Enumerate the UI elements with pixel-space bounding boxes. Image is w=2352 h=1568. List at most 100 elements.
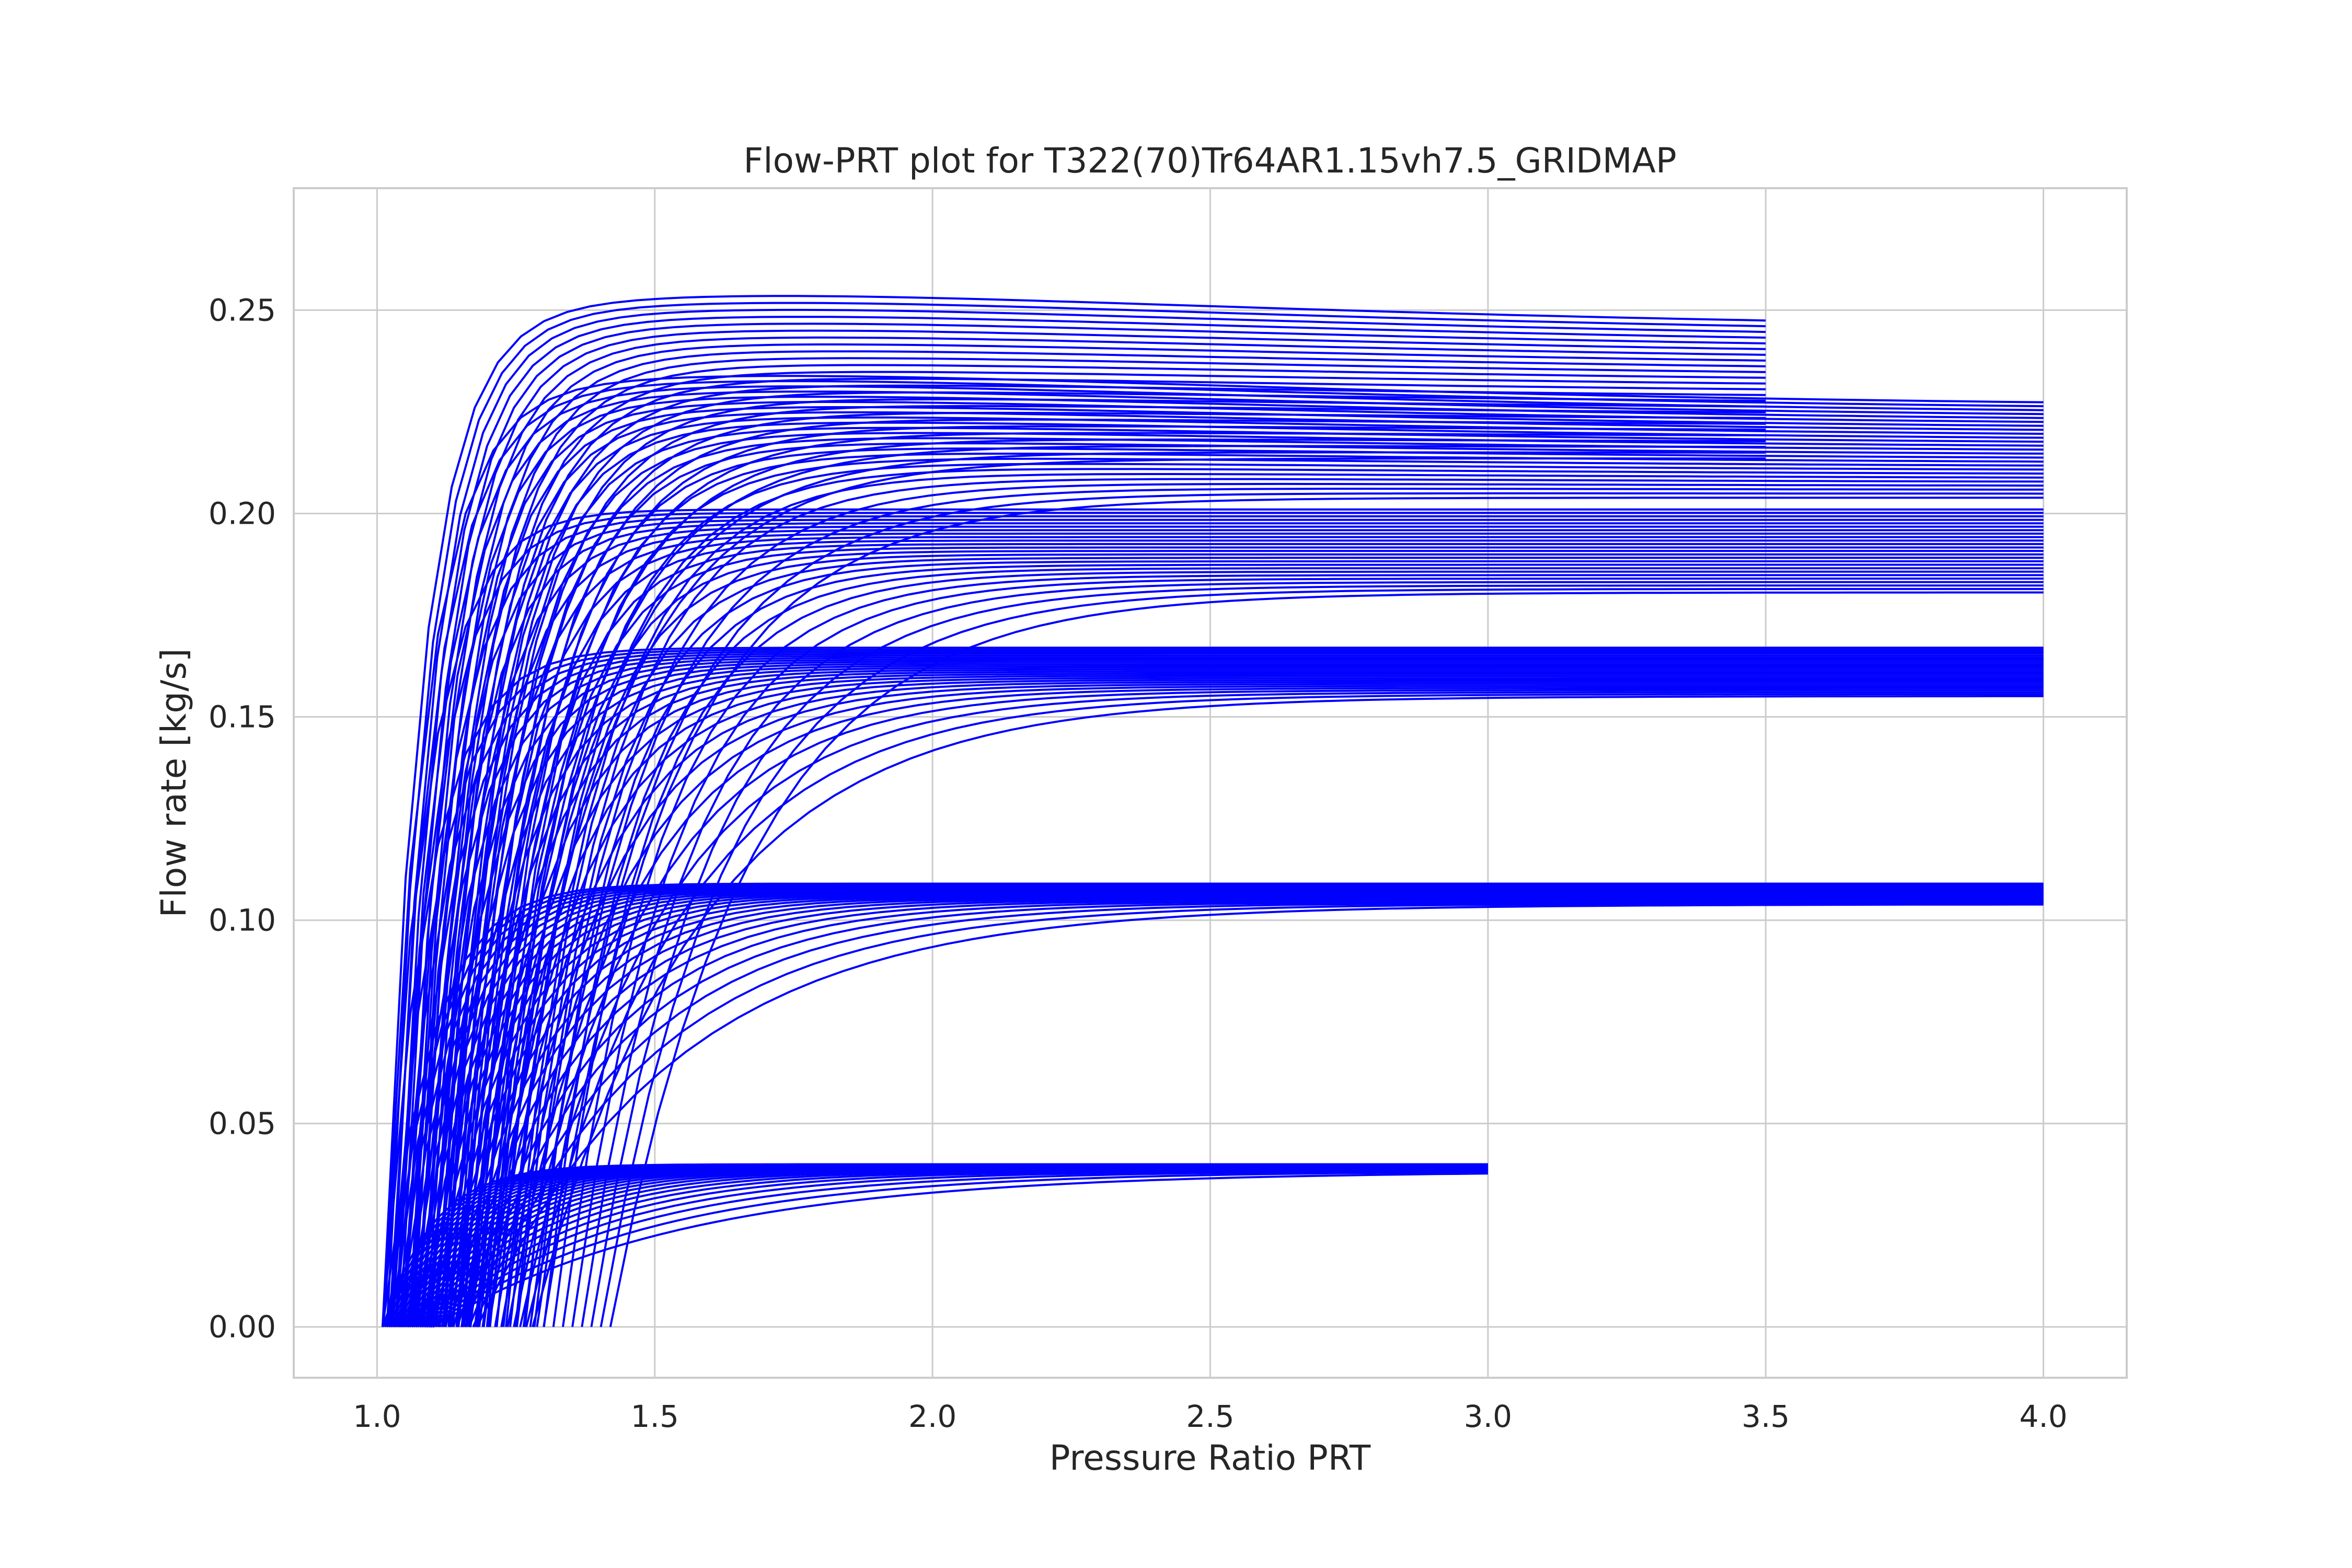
flow-curve <box>443 391 1766 1327</box>
flow-curve <box>400 652 2044 1327</box>
flow-curve <box>419 659 2044 1327</box>
flow-curve <box>494 683 2044 1328</box>
flow-curve <box>428 411 2044 1327</box>
y-tick-label: 0.00 <box>209 1309 276 1345</box>
flow-curve <box>590 584 2044 1328</box>
flow-curve <box>609 591 2044 1328</box>
flow-curve <box>388 649 2044 1327</box>
x-tick-label: 1.0 <box>353 1399 401 1434</box>
flow-curve <box>500 685 2044 1328</box>
flow-curve <box>478 445 1766 1327</box>
x-tick-label: 2.0 <box>908 1399 956 1434</box>
flow-curve <box>495 463 2044 1327</box>
y-tick-label: 0.25 <box>209 292 276 328</box>
flow-curve <box>408 396 2044 1327</box>
flow-curve <box>435 416 2044 1327</box>
flow-curve <box>533 563 2044 1327</box>
y-tick-label: 0.15 <box>209 699 276 735</box>
flow-curve <box>543 497 2044 1328</box>
flow-curve <box>412 343 1766 1327</box>
flow-curve <box>382 647 2044 1327</box>
flow-curve <box>488 681 2044 1328</box>
plot-frame <box>293 187 2128 1379</box>
x-tick-label: 1.5 <box>631 1399 679 1434</box>
flow-curve <box>386 302 1766 1327</box>
flow-curve <box>515 478 2044 1327</box>
flow-curve <box>425 661 2044 1327</box>
x-axis-label: Pressure Ratio PRT <box>1050 1438 1371 1478</box>
x-tick-label: 2.5 <box>1186 1399 1234 1434</box>
flow-curve <box>599 587 2044 1328</box>
flow-curve <box>400 515 2044 1327</box>
flow-curve <box>456 411 1766 1327</box>
x-tick-labels: 1.0 1.5 2.0 2.5 3.0 3.5 4.0 <box>353 1399 2067 1434</box>
flow-curve <box>476 903 2044 1328</box>
flow-curve <box>428 1170 1488 1328</box>
chart-title: Flow-PRT plot for T322(70)Tr64AR1.15vh7.… <box>743 141 1676 181</box>
flow-curve <box>524 560 2044 1327</box>
flow-curve <box>450 668 2044 1327</box>
flow-curve <box>382 508 2044 1327</box>
flow-curve <box>399 322 1766 1327</box>
flow-curve <box>425 364 1766 1327</box>
flow-curve <box>430 371 1766 1327</box>
flow-curve <box>437 665 2044 1327</box>
flow-curve <box>457 536 2044 1327</box>
flow-curve <box>514 557 2044 1327</box>
flow-curve <box>412 656 2044 1327</box>
flow-curve <box>509 473 2044 1327</box>
flow-curve <box>439 529 2044 1327</box>
flow-curve <box>552 570 2044 1327</box>
flow-curve <box>460 418 1766 1327</box>
y-axis-label: Flow rate [kg/s] <box>154 649 194 918</box>
flow-curve <box>513 689 2044 1328</box>
flow-curve <box>532 695 2044 1328</box>
flow-curve <box>502 468 2044 1327</box>
flow-curve <box>462 437 2044 1327</box>
flow-curve <box>417 350 1766 1327</box>
y-tick-label: 0.05 <box>209 1106 276 1142</box>
flow-curve <box>447 398 1766 1327</box>
flow-curve <box>465 425 1766 1327</box>
flow-curve <box>571 578 2044 1328</box>
flow-curve <box>519 691 2044 1328</box>
flow-curve <box>482 451 1766 1327</box>
flow-curve <box>439 384 1766 1327</box>
flow-curve <box>581 581 2044 1328</box>
flow-curve <box>495 550 2044 1327</box>
flow-curve <box>431 663 2044 1327</box>
flow-curve <box>525 693 2044 1328</box>
flow-curve <box>419 522 2044 1327</box>
flow-curve <box>463 673 2044 1327</box>
flow-curve <box>421 357 1766 1327</box>
y-tick-labels: 0.00 0.05 0.10 0.15 0.20 0.25 <box>209 292 276 1344</box>
flow-curve <box>434 377 1766 1327</box>
flow-curve <box>474 439 1766 1327</box>
x-tick-label: 3.0 <box>1464 1399 1512 1434</box>
flow-curve <box>486 546 2044 1327</box>
x-tick-label: 4.0 <box>2019 1399 2067 1434</box>
flow-curve <box>482 453 2044 1327</box>
flow-curve <box>475 447 2044 1327</box>
flow-curve <box>444 666 2044 1327</box>
flow-curve <box>481 679 2044 1328</box>
series-lines <box>382 295 2044 1328</box>
flow-curve <box>475 677 2044 1327</box>
flow-curve <box>562 574 2044 1327</box>
flow-curve <box>391 512 2044 1327</box>
y-tick-label: 0.10 <box>209 903 276 938</box>
flow-curve <box>452 405 1766 1327</box>
flow-curve <box>388 380 2044 1327</box>
flow-curve <box>408 336 1766 1327</box>
flow-curve <box>394 651 2044 1327</box>
flow-curve <box>390 308 1766 1327</box>
flow-curve <box>469 675 2044 1327</box>
flow-curve <box>489 457 2044 1327</box>
flow-curve <box>455 432 2044 1327</box>
flow-curve <box>522 482 2044 1327</box>
flow-curve <box>472 902 2044 1328</box>
flow-curve <box>536 492 2044 1327</box>
flow-curve <box>432 1172 1488 1328</box>
flow-curve <box>403 329 1766 1327</box>
